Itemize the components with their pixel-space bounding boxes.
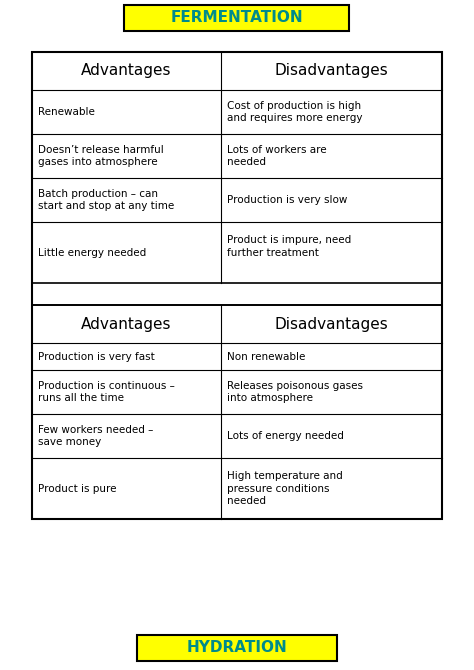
Text: FERMENTATION: FERMENTATION bbox=[171, 11, 303, 25]
Text: Advantages: Advantages bbox=[81, 64, 172, 78]
Text: Advantages: Advantages bbox=[81, 316, 172, 332]
Text: Renewable: Renewable bbox=[38, 107, 95, 117]
Text: Product is pure: Product is pure bbox=[38, 484, 117, 494]
Text: Product is impure, need
further treatment: Product is impure, need further treatmen… bbox=[227, 235, 351, 270]
Text: Few workers needed –
save money: Few workers needed – save money bbox=[38, 425, 154, 447]
Text: Disadvantages: Disadvantages bbox=[274, 316, 388, 332]
Bar bbox=[32, 305, 442, 519]
Text: Little energy needed: Little energy needed bbox=[38, 247, 146, 257]
Bar bbox=[125, 5, 349, 31]
Text: Lots of workers are
needed: Lots of workers are needed bbox=[227, 145, 326, 168]
Text: Releases poisonous gases
into atmosphere: Releases poisonous gases into atmosphere bbox=[227, 381, 363, 403]
Text: Cost of production is high
and requires more energy: Cost of production is high and requires … bbox=[227, 100, 362, 123]
Text: Batch production – can
start and stop at any time: Batch production – can start and stop at… bbox=[38, 189, 174, 211]
Bar bbox=[32, 52, 442, 283]
Text: Production is very fast: Production is very fast bbox=[38, 352, 155, 362]
Bar bbox=[32, 52, 442, 519]
Text: Production is very slow: Production is very slow bbox=[227, 195, 347, 205]
Text: Doesn’t release harmful
gases into atmosphere: Doesn’t release harmful gases into atmos… bbox=[38, 145, 164, 168]
Bar bbox=[137, 635, 337, 661]
Text: HYDRATION: HYDRATION bbox=[187, 641, 287, 655]
Text: Disadvantages: Disadvantages bbox=[274, 64, 388, 78]
Text: Production is continuous –
runs all the time: Production is continuous – runs all the … bbox=[38, 381, 175, 403]
Text: Lots of energy needed: Lots of energy needed bbox=[227, 431, 344, 441]
Text: High temperature and
pressure conditions
needed: High temperature and pressure conditions… bbox=[227, 471, 342, 506]
Text: Non renewable: Non renewable bbox=[227, 352, 305, 362]
